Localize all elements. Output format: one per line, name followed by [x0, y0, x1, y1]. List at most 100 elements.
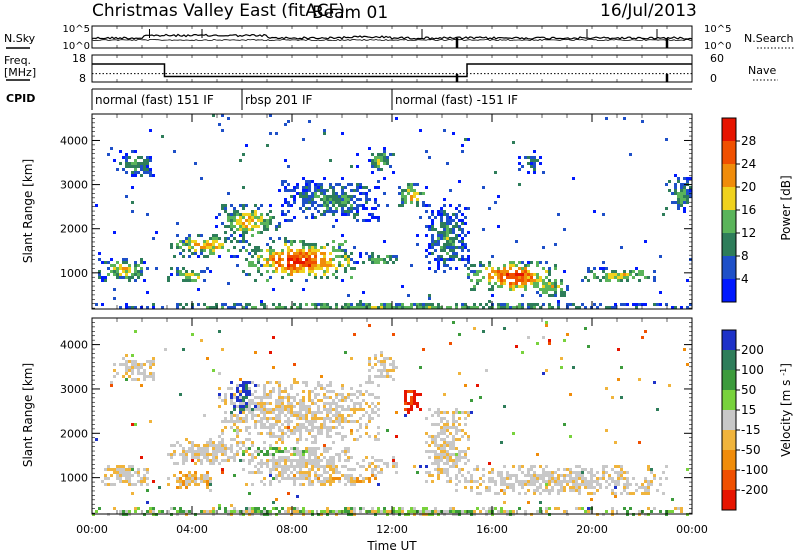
velocity-cell [506, 486, 509, 489]
velocity-cell [458, 480, 461, 483]
power-cell [662, 213, 665, 216]
power-cell [221, 129, 224, 132]
velocity-cell [560, 366, 563, 369]
velocity-cell [542, 480, 545, 483]
power-cell [623, 273, 626, 276]
velocity-cell [617, 471, 620, 474]
y-tick-label: 3000 [60, 383, 88, 396]
velocity-cell [206, 477, 209, 480]
cpid-segment-label: rbsp 201 IF [245, 93, 312, 107]
velocity-cell [455, 408, 458, 411]
velocity-cell [206, 450, 209, 453]
velocity-cell [338, 393, 341, 396]
velocity-cell [326, 396, 329, 399]
velocity-cell [248, 411, 251, 414]
power-cell [440, 222, 443, 225]
power-cell [329, 186, 332, 189]
velocity-cell [470, 510, 473, 513]
power-cell [380, 156, 383, 159]
power-cell [521, 270, 524, 273]
colorbar-swatch [722, 210, 736, 233]
velocity-cell [452, 420, 455, 423]
colorbar-tick-label: 100 [741, 363, 764, 377]
power-cell [134, 273, 137, 276]
power-cell [503, 270, 506, 273]
power-cell [188, 276, 191, 279]
velocity-cell [338, 432, 341, 435]
power-cell [323, 204, 326, 207]
power-cell [233, 213, 236, 216]
power-cell [203, 255, 206, 258]
power-cell [125, 159, 128, 162]
power-cell [434, 216, 437, 219]
power-cell [122, 156, 125, 159]
velocity-cell [248, 426, 251, 429]
power-cell [368, 147, 371, 150]
power-cell [434, 306, 437, 309]
velocity-cell [476, 507, 479, 510]
velocity-cell [332, 402, 335, 405]
velocity-cell [314, 447, 317, 450]
power-cell [404, 195, 407, 198]
velocity-cell [359, 435, 362, 438]
velocity-cell [320, 417, 323, 420]
power-cell [632, 276, 635, 279]
velocity-cell [314, 396, 317, 399]
power-cell [314, 306, 317, 309]
velocity-cell [299, 414, 302, 417]
velocity-cell [284, 468, 287, 471]
power-cell [416, 243, 419, 246]
velocity-cell [527, 480, 530, 483]
velocity-cell [263, 507, 266, 510]
velocity-cell [269, 411, 272, 414]
velocity-cell [626, 471, 629, 474]
power-cell [113, 297, 116, 300]
velocity-cell [548, 507, 551, 510]
velocity-cell [326, 432, 329, 435]
power-cell [509, 288, 512, 291]
velocity-cell [239, 420, 242, 423]
velocity-cell [263, 408, 266, 411]
velocity-cell [260, 417, 263, 420]
velocity-cell [239, 384, 242, 387]
power-cell [455, 306, 458, 309]
velocity-cell [275, 435, 278, 438]
velocity-cell [380, 510, 383, 513]
power-cell [341, 234, 344, 237]
power-cell [347, 183, 350, 186]
power-cell [335, 192, 338, 195]
velocity-cell [347, 468, 350, 471]
velocity-cell [368, 393, 371, 396]
velocity-cell [308, 450, 311, 453]
velocity-cell [215, 450, 218, 453]
velocity-cell [281, 438, 284, 441]
velocity-cell [500, 489, 503, 492]
velocity-cell [365, 426, 368, 429]
power-cell [644, 303, 647, 306]
velocity-cell [206, 483, 209, 486]
velocity-cell [269, 432, 272, 435]
power-cell [254, 252, 257, 255]
velocity-cell [341, 399, 344, 402]
velocity-cell [203, 477, 206, 480]
power-cell [326, 198, 329, 201]
velocity-cell [209, 510, 212, 513]
velocity-cell [251, 456, 254, 459]
power-cell [455, 216, 458, 219]
velocity-cell [377, 402, 380, 405]
velocity-cell [410, 390, 413, 393]
velocity-cell [263, 387, 266, 390]
velocity-cell [368, 405, 371, 408]
velocity-cell [560, 480, 563, 483]
velocity-cell [233, 459, 236, 462]
colorbar-swatch [722, 330, 736, 350]
velocity-cell [389, 357, 392, 360]
power-cell [251, 228, 254, 231]
power-cell [122, 258, 125, 261]
power-cell [284, 213, 287, 216]
velocity-cell [350, 477, 353, 480]
velocity-cell [302, 402, 305, 405]
power-cell [188, 255, 191, 258]
power-cell [317, 210, 320, 213]
power-cell [452, 219, 455, 222]
